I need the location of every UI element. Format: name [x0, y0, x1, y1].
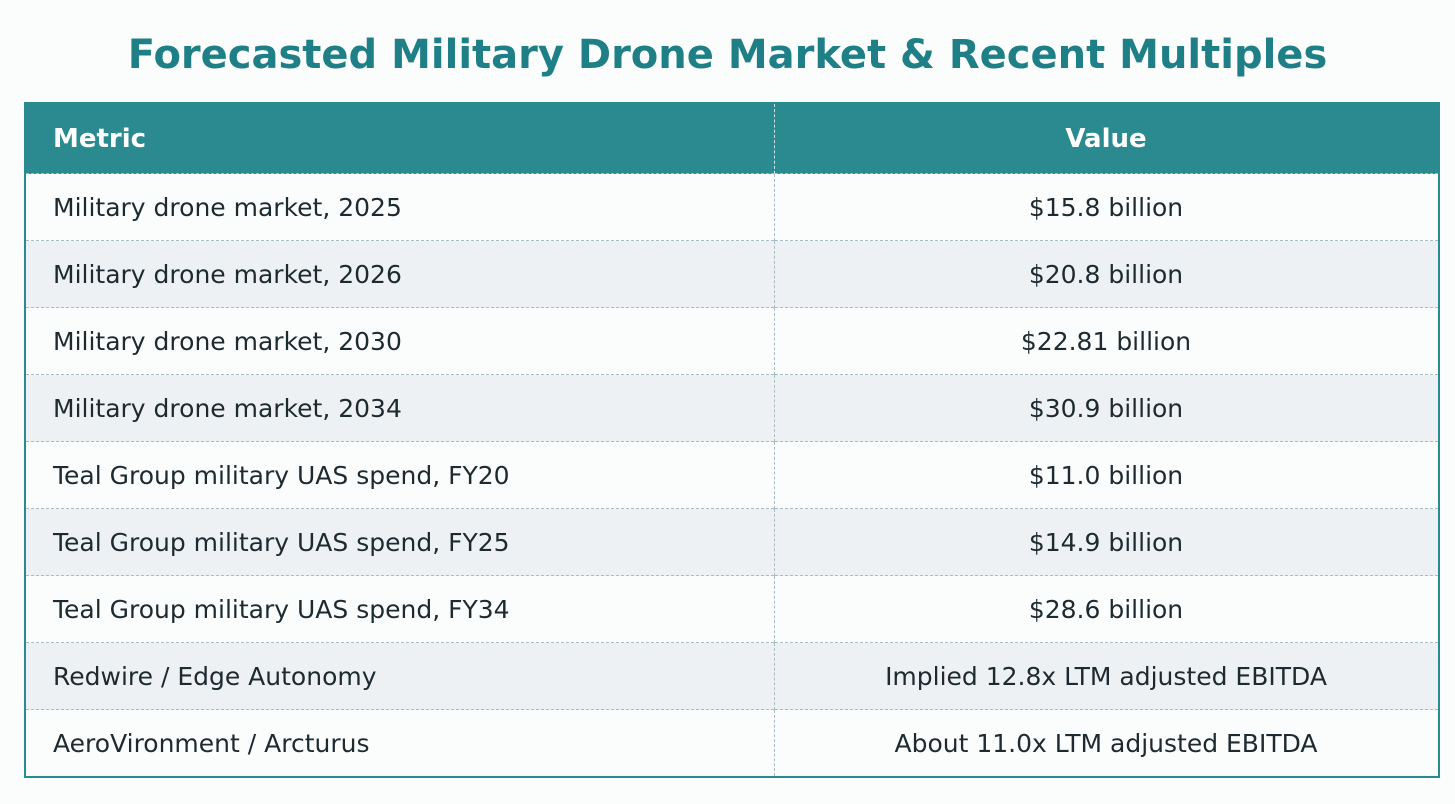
table-cell: $22.81 billion: [774, 307, 1438, 375]
table-row: Teal Group military UAS spend, FY34 $28.6…: [26, 575, 1438, 643]
table-cell: Military drone market, 2030: [26, 307, 775, 375]
table-row: Military drone market, 2030 $22.81 billio…: [26, 307, 1438, 375]
table-cell: Implied 12.8x LTM adjusted EBITDA: [774, 642, 1438, 710]
title: Forecasted Military Drone Market & Recen…: [127, 32, 1328, 78]
table-cell: Teal Group military UAS spend, FY34: [26, 575, 775, 643]
table-cell: $14.9 billion: [774, 508, 1438, 576]
table-row: Military drone market, 2026 $20.8 billion: [26, 240, 1438, 308]
table: Metric Value Military drone market, 2025 $…: [26, 104, 1438, 776]
table-cell: Teal Group military UAS spend, FY25: [26, 508, 775, 576]
header-cell: Metric: [26, 104, 775, 174]
table-cell: $28.6 billion: [774, 575, 1438, 643]
table-cell: $20.8 billion: [774, 240, 1438, 308]
table-cell: About 11.0x LTM adjusted EBITDA: [774, 709, 1438, 776]
header-row: Metric Value: [26, 104, 1438, 174]
table-cell: Redwire / Edge Autonomy: [26, 642, 775, 710]
table-cell: AeroVironment / Arcturus: [26, 709, 775, 776]
table-cell: Military drone market, 2026: [26, 240, 775, 308]
table-row: Redwire / Edge Autonomy Implied 12.8x LTM…: [26, 642, 1438, 710]
table-cell: $15.8 billion: [774, 173, 1438, 241]
table-cell: Teal Group military UAS spend, FY20: [26, 441, 775, 509]
table-cell: $30.9 billion: [774, 374, 1438, 442]
table-body: Military drone market, 2025 $15.8 billion…: [26, 173, 1438, 776]
table-cell: $11.0 billion: [774, 441, 1438, 509]
table-row: Teal Group military UAS spend, FY20 $11.0…: [26, 441, 1438, 509]
table-frame: Metric Value Military drone market, 2025 $…: [24, 102, 1440, 778]
table-row: Military drone market, 2025 $15.8 billion: [26, 173, 1438, 241]
table-row: Teal Group military UAS spend, FY25 $14.9…: [26, 508, 1438, 576]
header-cell: Value: [774, 104, 1438, 174]
table-row: Military drone market, 2034 $30.9 billion: [26, 374, 1438, 442]
table-cell: Military drone market, 2034: [26, 374, 775, 442]
table-cell: Military drone market, 2025: [26, 173, 775, 241]
table-row: AeroVironment / Arcturus About 11.0x LTM …: [26, 709, 1438, 776]
